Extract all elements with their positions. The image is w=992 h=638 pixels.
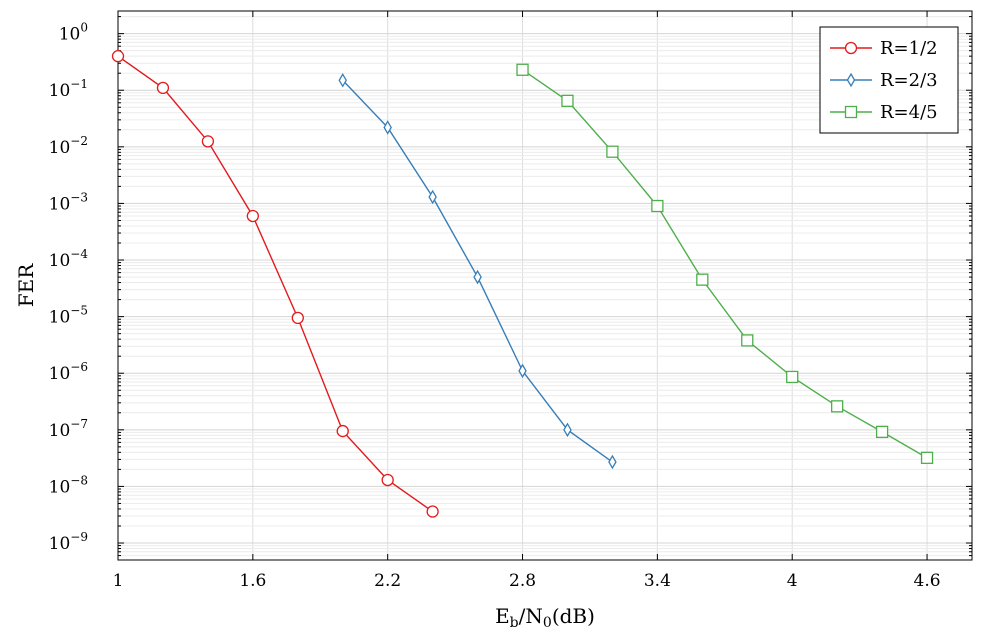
data-point-square	[844, 105, 858, 119]
data-point-circle	[291, 311, 304, 325]
data-point-square	[651, 199, 664, 213]
data-point-diamond	[383, 120, 392, 135]
data-point-square	[786, 370, 799, 384]
x-tick-label: 4	[787, 571, 798, 591]
y-tick-label: 10−7	[49, 417, 88, 441]
x-tick-label: 2.8	[509, 571, 536, 591]
series-line	[522, 69, 928, 459]
data-point-circle	[201, 135, 215, 148]
legend-label: R=1/2	[880, 38, 938, 59]
series-line	[117, 55, 434, 513]
data-point-square	[516, 63, 529, 76]
data-point-circle	[111, 50, 125, 63]
y-tick-label: 10−2	[49, 134, 88, 158]
data-point-square	[606, 145, 619, 158]
x-axis-label: Eb/N0(dB)	[495, 604, 595, 631]
grid	[117, 11, 972, 560]
x-tick-label: 4.6	[914, 571, 941, 591]
x-tick-label: 3.4	[644, 571, 671, 591]
data-point-square	[875, 425, 889, 439]
data-point-square	[696, 273, 709, 286]
x-tick-label: 2.2	[374, 571, 401, 591]
data-point-diamond	[428, 189, 437, 205]
y-tick-label: 10−4	[49, 247, 89, 271]
data-point-diamond	[563, 422, 572, 438]
x-tick-label: 1.6	[239, 571, 266, 591]
series-R=1/2	[111, 50, 439, 518]
series-R=2/3	[338, 72, 617, 470]
data-point-diamond	[608, 454, 617, 470]
data-point-diamond	[518, 363, 527, 379]
y-axis-label: FER	[14, 263, 38, 307]
data-point-circle	[381, 473, 394, 487]
data-point-diamond	[473, 269, 482, 285]
data-point-circle	[156, 81, 170, 95]
x-tick-label: 1	[113, 571, 124, 591]
data-point-circle	[844, 41, 858, 55]
y-tick-label: 10−6	[49, 360, 88, 384]
y-tick-label: 10−8	[49, 473, 88, 497]
legend-label: R=2/3	[880, 70, 938, 91]
y-tick-label: 10−5	[49, 304, 88, 328]
axis-ticks: 1 1.6 2.2 2.8 3.4 4 4.6 100 10−1 10−2 10−3 10−4 10−5…	[49, 11, 972, 591]
data-point-square	[561, 94, 574, 107]
data-point-circle	[426, 505, 439, 518]
series-group	[111, 50, 934, 518]
y-tick-label: 10−9	[49, 530, 88, 554]
legend: R=1/2 R=2/3 R=4/5	[819, 26, 959, 134]
data-point-diamond	[846, 72, 856, 88]
data-point-square	[831, 400, 844, 413]
legend-label: R=4/5	[880, 102, 938, 123]
y-tick-label: 100	[59, 21, 88, 45]
data-point-circle	[336, 424, 349, 438]
data-point-square	[920, 451, 934, 464]
series-R=4/5	[516, 63, 934, 464]
y-tick-label: 10−1	[49, 77, 88, 101]
data-point-square	[741, 334, 754, 347]
data-point-diamond	[338, 72, 347, 88]
plot-frame	[117, 10, 973, 561]
y-tick-label: 10−3	[49, 190, 88, 214]
data-point-circle	[246, 209, 259, 223]
